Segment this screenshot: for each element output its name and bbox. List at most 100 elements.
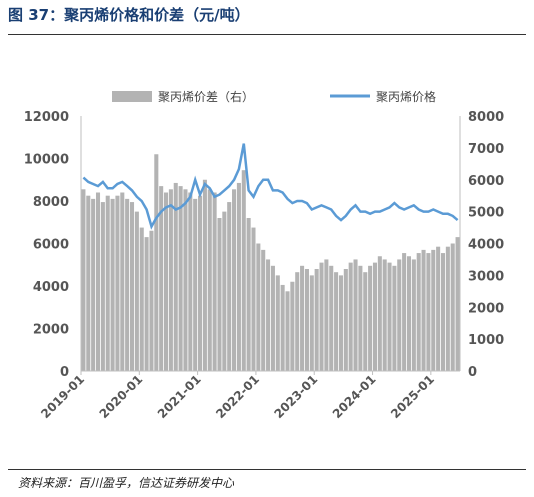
spread-bar [115, 195, 120, 371]
right-tick-label: 2000 [468, 301, 504, 316]
spread-bar [431, 249, 436, 371]
spread-bar [193, 198, 198, 371]
spread-bar [110, 198, 115, 371]
left-tick-label: 2000 [33, 323, 69, 338]
spread-bar [280, 284, 285, 371]
right-tick-label: 8000 [468, 110, 504, 125]
spread-bar [343, 269, 348, 371]
spread-bar [100, 202, 105, 371]
spread-bar [285, 291, 290, 371]
left-tick-label: 0 [60, 365, 69, 380]
spread-bar [236, 182, 241, 371]
spread-bar [421, 249, 426, 371]
left-tick-label: 6000 [33, 238, 69, 253]
spread-bar [450, 243, 455, 371]
x-tick-label: 2024-01 [330, 372, 379, 421]
right-tick-label: 6000 [468, 174, 504, 189]
spread-bar [436, 246, 441, 371]
x-tick-label: 2023-01 [272, 372, 321, 421]
spread-bar [295, 272, 300, 371]
axes [80, 116, 461, 372]
spread-bar [188, 192, 193, 371]
spread-bar [168, 189, 173, 371]
spread-bar [232, 189, 237, 371]
spread-bar [202, 179, 207, 371]
spread-bars [81, 154, 460, 371]
spread-bar [440, 253, 446, 371]
spread-bar [217, 218, 222, 371]
spread-bar [270, 265, 275, 371]
source-note: 资料来源：百川盈孚，信达证券研发中心 [18, 476, 235, 490]
spread-bar [290, 281, 295, 371]
spread-bar [261, 249, 266, 371]
spread-bar [377, 256, 382, 371]
x-tick-label: 2025-01 [388, 372, 437, 421]
spread-bar [348, 262, 353, 371]
spread-bar [81, 189, 86, 371]
spread-bar [227, 202, 232, 371]
spread-bar [275, 275, 280, 371]
spread-bar [324, 259, 329, 371]
spread-bar [173, 182, 178, 371]
spread-bar [183, 189, 188, 371]
legend: 聚丙烯价差（右） 聚丙烯价格 [112, 89, 436, 104]
spread-bar [338, 275, 343, 371]
spread-bar [256, 243, 261, 371]
spread-bar [319, 262, 324, 371]
spread-bar [105, 195, 110, 371]
left-tick-label: 8000 [33, 195, 69, 210]
right-tick-label: 3000 [468, 269, 504, 284]
spread-bar [120, 192, 125, 371]
spread-bar [300, 265, 305, 371]
spread-bar [129, 202, 135, 371]
spread-bar [445, 246, 450, 371]
spread-bar [397, 259, 402, 371]
legend-swatch-spread [112, 91, 152, 102]
spread-bar [134, 211, 139, 371]
spread-bar [139, 227, 144, 371]
spread-bar [159, 186, 164, 371]
right-tick-label: 4000 [468, 238, 504, 253]
right-tick-label: 5000 [468, 206, 504, 221]
right-tick-label: 1000 [468, 333, 504, 348]
spread-bar [164, 192, 169, 371]
legend-label-price: 聚丙烯价格 [376, 89, 436, 104]
title-divider [8, 34, 526, 35]
left-tick-label: 10000 [24, 153, 69, 168]
chart-canvas: 聚丙烯价差（右） 聚丙烯价格 0200040006000800010000120… [24, 89, 504, 421]
spread-bar [198, 195, 203, 371]
spread-bar [125, 198, 130, 371]
spread-bar [154, 154, 159, 371]
spread-bar [91, 198, 96, 371]
spread-bar [178, 186, 183, 371]
spread-bar [251, 227, 256, 371]
spread-bar [368, 265, 373, 371]
left-tick-label: 12000 [24, 110, 69, 125]
price-line [82, 143, 459, 230]
spread-bar [304, 269, 309, 371]
spread-bar [222, 211, 227, 371]
spread-bar [406, 256, 412, 371]
spread-bar [212, 192, 217, 371]
spread-bar [149, 230, 154, 371]
spread-bar [372, 262, 377, 371]
right-tick-label: 7000 [468, 142, 504, 157]
right-tick-label: 0 [468, 365, 477, 380]
x-axis-ticks: 2019-01 2020-01 2021-01 2022-01 2023-01 2024-… [38, 371, 437, 421]
left-axis-ticks: 0 2000 4000 6000 8000 10000 12000 [24, 110, 69, 380]
spread-bar [426, 253, 431, 371]
spread-bar [334, 272, 339, 371]
spread-bar [411, 259, 416, 371]
right-axis-ticks: 0 1000 2000 3000 4000 5000 6000 7000 8000 [468, 110, 504, 380]
spread-bar [392, 265, 397, 371]
spread-bar [309, 275, 314, 371]
spread-bar [314, 269, 319, 371]
spread-bar [382, 259, 387, 371]
spread-bar [358, 265, 363, 371]
spread-bar [241, 170, 246, 371]
legend-label-spread: 聚丙烯价差（右） [158, 89, 254, 104]
spread-bar [86, 195, 91, 371]
source-divider [8, 469, 526, 470]
left-tick-label: 4000 [33, 280, 69, 295]
spread-bar [416, 253, 421, 371]
